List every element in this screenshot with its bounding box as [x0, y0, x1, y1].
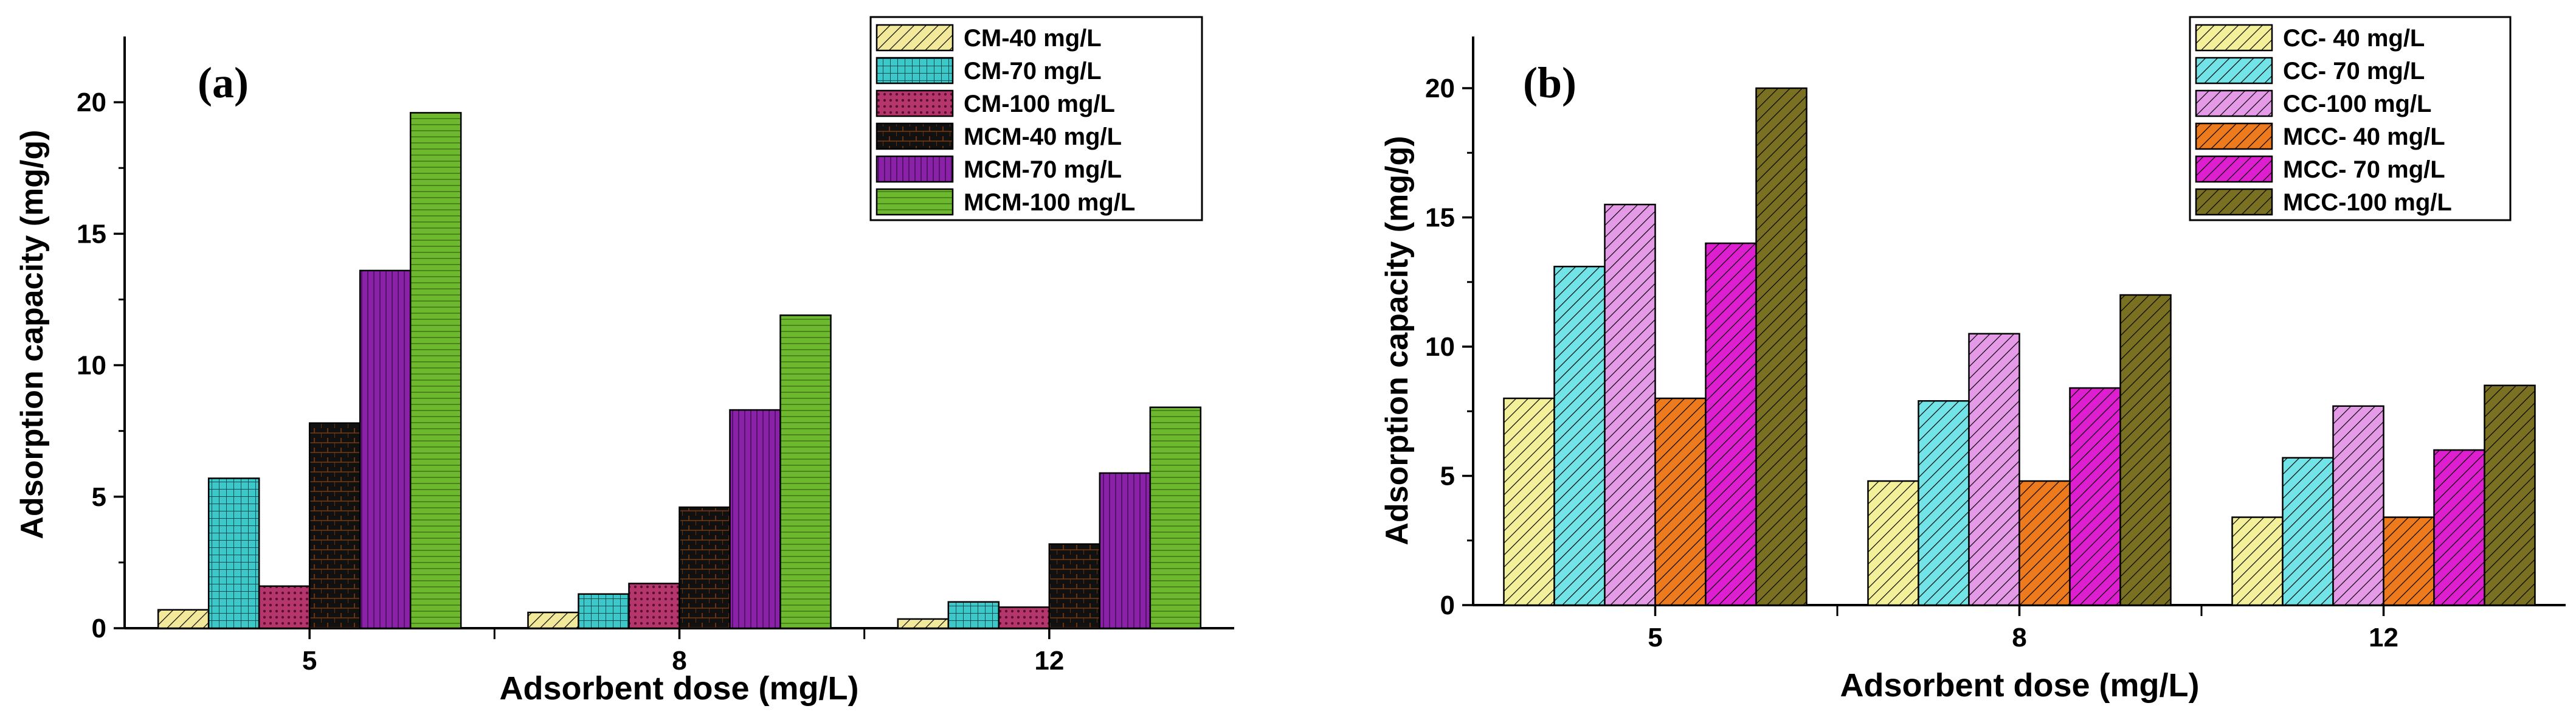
- bar-cc-70-mg-l-12: [2282, 457, 2334, 606]
- bar-mcc-40-mg-l-12: [2383, 516, 2435, 606]
- bar-cc-40-mg-l-5: [1503, 397, 1555, 606]
- legend-swatch: [2195, 155, 2273, 183]
- legend-swatch: [2195, 57, 2273, 85]
- y-tick-label: 10: [77, 351, 106, 381]
- bar-mcm-70-mg-l-5: [359, 269, 412, 629]
- legend-swatch: [2195, 89, 2273, 117]
- y-tick-label: 0: [92, 614, 106, 643]
- x-tick-label: 12: [2369, 623, 2398, 653]
- legend: CC- 40 mg/L CC- 70 mg/L CC-100 mg/L MCC- 40…: [2189, 16, 2512, 221]
- legend-swatch: [875, 188, 954, 216]
- panel-label-b: (b): [1523, 58, 1576, 107]
- y-axis-label-a: Adsorption capacity (mg/g): [15, 130, 50, 539]
- y-axis-label-b: Adsorption capacity (mg/g): [1380, 136, 1415, 545]
- bar-mcc-40-mg-l-8: [2018, 480, 2071, 606]
- bar-mcc-100-mg-l-12: [2484, 384, 2536, 606]
- bar-cc-100-mg-l-12: [2332, 405, 2384, 606]
- bar-mcm-100-mg-l-5: [409, 112, 462, 629]
- bar-mcm-100-mg-l-8: [779, 314, 832, 629]
- legend-label: MCC- 70 mg/L: [2283, 156, 2445, 183]
- bar-mcc-100-mg-l-8: [2119, 294, 2172, 606]
- legend-swatch: [875, 24, 954, 52]
- chart-panel-b: (b) Adsorption capacity (mg/g) Adsorbent…: [1380, 16, 2566, 704]
- legend-label: CC-100 mg/L: [2283, 91, 2432, 117]
- y-tick-label: 5: [92, 482, 106, 512]
- bar-mcc-70-mg-l-12: [2433, 449, 2485, 606]
- legend-label: CM-100 mg/L: [964, 91, 1115, 117]
- legend-label: MCM-70 mg/L: [964, 156, 1122, 183]
- x-axis-label-b: Adsorbent dose (mg/L): [1840, 667, 2200, 704]
- bar-mcm-70-mg-l-12: [1099, 472, 1152, 629]
- legend-swatch: [2195, 122, 2273, 150]
- legend-swatch: [875, 57, 954, 85]
- bar-cm-100-mg-l-8: [628, 583, 680, 629]
- chart-panel-a: (a) Adsorption capacity (mg/g) Adsorbent…: [15, 16, 1234, 707]
- x-tick-label: 8: [2012, 623, 2026, 653]
- y-tick-label: 5: [1440, 462, 1455, 491]
- bar-mcc-100-mg-l-5: [1755, 87, 1808, 606]
- bar-mcm-70-mg-l-8: [729, 409, 781, 629]
- x-tick-label: 5: [1648, 623, 1662, 653]
- x-tick-label: 8: [672, 646, 686, 676]
- bar-cm-40-mg-l-12: [897, 618, 950, 629]
- bar-cm-70-mg-l-12: [947, 601, 1000, 629]
- legend-label: CM-70 mg/L: [964, 58, 1102, 85]
- bar-mcm-40-mg-l-5: [308, 422, 361, 629]
- legend-label: MCC-100 mg/L: [2283, 189, 2452, 216]
- bar-cm-100-mg-l-12: [998, 606, 1051, 629]
- y-tick-label: 0: [1440, 591, 1455, 620]
- bar-cc-100-mg-l-8: [1968, 333, 2020, 606]
- legend-swatch: [875, 155, 954, 183]
- bar-cm-70-mg-l-5: [207, 477, 260, 629]
- bar-cc-40-mg-l-8: [1867, 480, 1919, 606]
- legend-label: CC- 40 mg/L: [2283, 25, 2425, 52]
- bar-cc-40-mg-l-12: [2231, 516, 2284, 606]
- bar-mcc-40-mg-l-5: [1654, 397, 1707, 606]
- x-tick-label: 5: [302, 646, 317, 676]
- legend-label: MCM-40 mg/L: [964, 123, 1122, 150]
- panel-label-a: (a): [198, 58, 249, 107]
- legend-label: MCC- 40 mg/L: [2283, 123, 2445, 150]
- bar-cm-70-mg-l-8: [578, 593, 630, 629]
- y-tick-label: 10: [1425, 332, 1455, 362]
- legend-swatch: [2195, 188, 2273, 216]
- legend-swatch: [2195, 24, 2273, 52]
- bar-mcm-100-mg-l-12: [1149, 406, 1202, 629]
- legend-swatch: [875, 89, 954, 117]
- bar-cc-70-mg-l-8: [1918, 400, 1970, 606]
- bar-cc-70-mg-l-5: [1553, 266, 1606, 606]
- bar-mcm-40-mg-l-12: [1048, 543, 1101, 629]
- x-axis-label-a: Adsorbent dose (mg/L): [500, 670, 859, 707]
- y-tick-label: 15: [1425, 203, 1455, 233]
- legend-label: MCM-100 mg/L: [964, 189, 1135, 216]
- y-tick-label: 20: [77, 88, 106, 117]
- legend-label: CC- 70 mg/L: [2283, 58, 2425, 85]
- bar-mcc-70-mg-l-8: [2069, 387, 2121, 606]
- bar-cc-100-mg-l-5: [1604, 204, 1656, 606]
- x-tick-label: 12: [1034, 646, 1064, 676]
- y-tick-label: 20: [1425, 74, 1455, 103]
- legend-swatch: [875, 122, 954, 150]
- y-tick-label: 15: [77, 219, 106, 249]
- bar-mcc-70-mg-l-5: [1705, 242, 1757, 606]
- legend-label: CM-40 mg/L: [964, 25, 1102, 52]
- bar-cm-40-mg-l-8: [527, 611, 579, 629]
- bar-cm-100-mg-l-5: [258, 585, 311, 629]
- bar-cm-40-mg-l-5: [157, 609, 210, 629]
- legend: CM-40 mg/L CM-70 mg/L CM-100 mg/L MCM-40 mg…: [869, 16, 1203, 221]
- bar-mcm-40-mg-l-8: [679, 506, 731, 629]
